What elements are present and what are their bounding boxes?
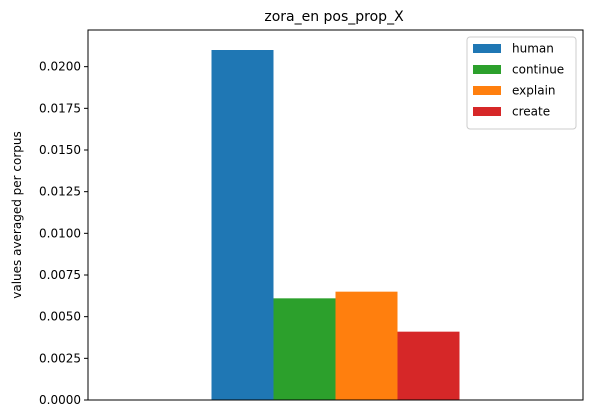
bar-explain: [335, 291, 398, 400]
y-tick-label: 0.0100: [39, 226, 81, 240]
y-tick-label: 0.0150: [39, 143, 81, 157]
legend-swatch-create: [473, 107, 501, 116]
bar-human: [211, 50, 274, 400]
y-axis: 0.0000 0.0025 0.0050 0.0075 0.0100 0.0125 0.01…: [39, 60, 88, 407]
legend-label-continue: continue: [512, 63, 564, 77]
y-tick-label: 0.0125: [39, 185, 81, 199]
legend-label-create: create: [512, 105, 550, 119]
legend-swatch-explain: [473, 86, 501, 95]
bars: [211, 50, 460, 400]
y-tick-label: 0.0075: [39, 268, 81, 282]
y-axis-label: values averaged per corpus: [10, 131, 24, 299]
legend-swatch-continue: [473, 65, 501, 74]
chart-title: zora_en pos_prop_X: [264, 9, 404, 25]
bar-continue: [273, 298, 336, 400]
y-tick-label: 0.0000: [39, 393, 81, 407]
legend-swatch-human: [473, 44, 501, 53]
legend-frame: [466, 36, 577, 130]
legend-label-explain: explain: [512, 84, 556, 98]
bar-create: [397, 331, 460, 400]
y-tick-label: 0.0200: [39, 60, 81, 74]
y-tick-label: 0.0050: [39, 310, 81, 324]
plot-frame: [87, 29, 584, 401]
legend-label-human: human: [512, 42, 554, 56]
legend: human continue explain create: [466, 36, 577, 130]
y-tick-label: 0.0025: [39, 351, 81, 365]
y-tick-label: 0.0175: [39, 101, 81, 115]
